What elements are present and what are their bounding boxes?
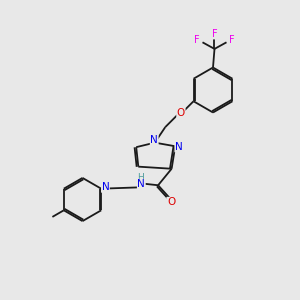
Text: N: N [137, 179, 145, 189]
Text: H: H [137, 173, 144, 182]
Text: O: O [167, 197, 175, 207]
Text: N: N [150, 135, 158, 145]
Text: F: F [194, 35, 200, 45]
Text: N: N [175, 142, 183, 152]
Text: F: F [229, 35, 235, 45]
Text: F: F [212, 29, 217, 39]
Text: N: N [101, 182, 109, 192]
Text: O: O [177, 108, 185, 118]
